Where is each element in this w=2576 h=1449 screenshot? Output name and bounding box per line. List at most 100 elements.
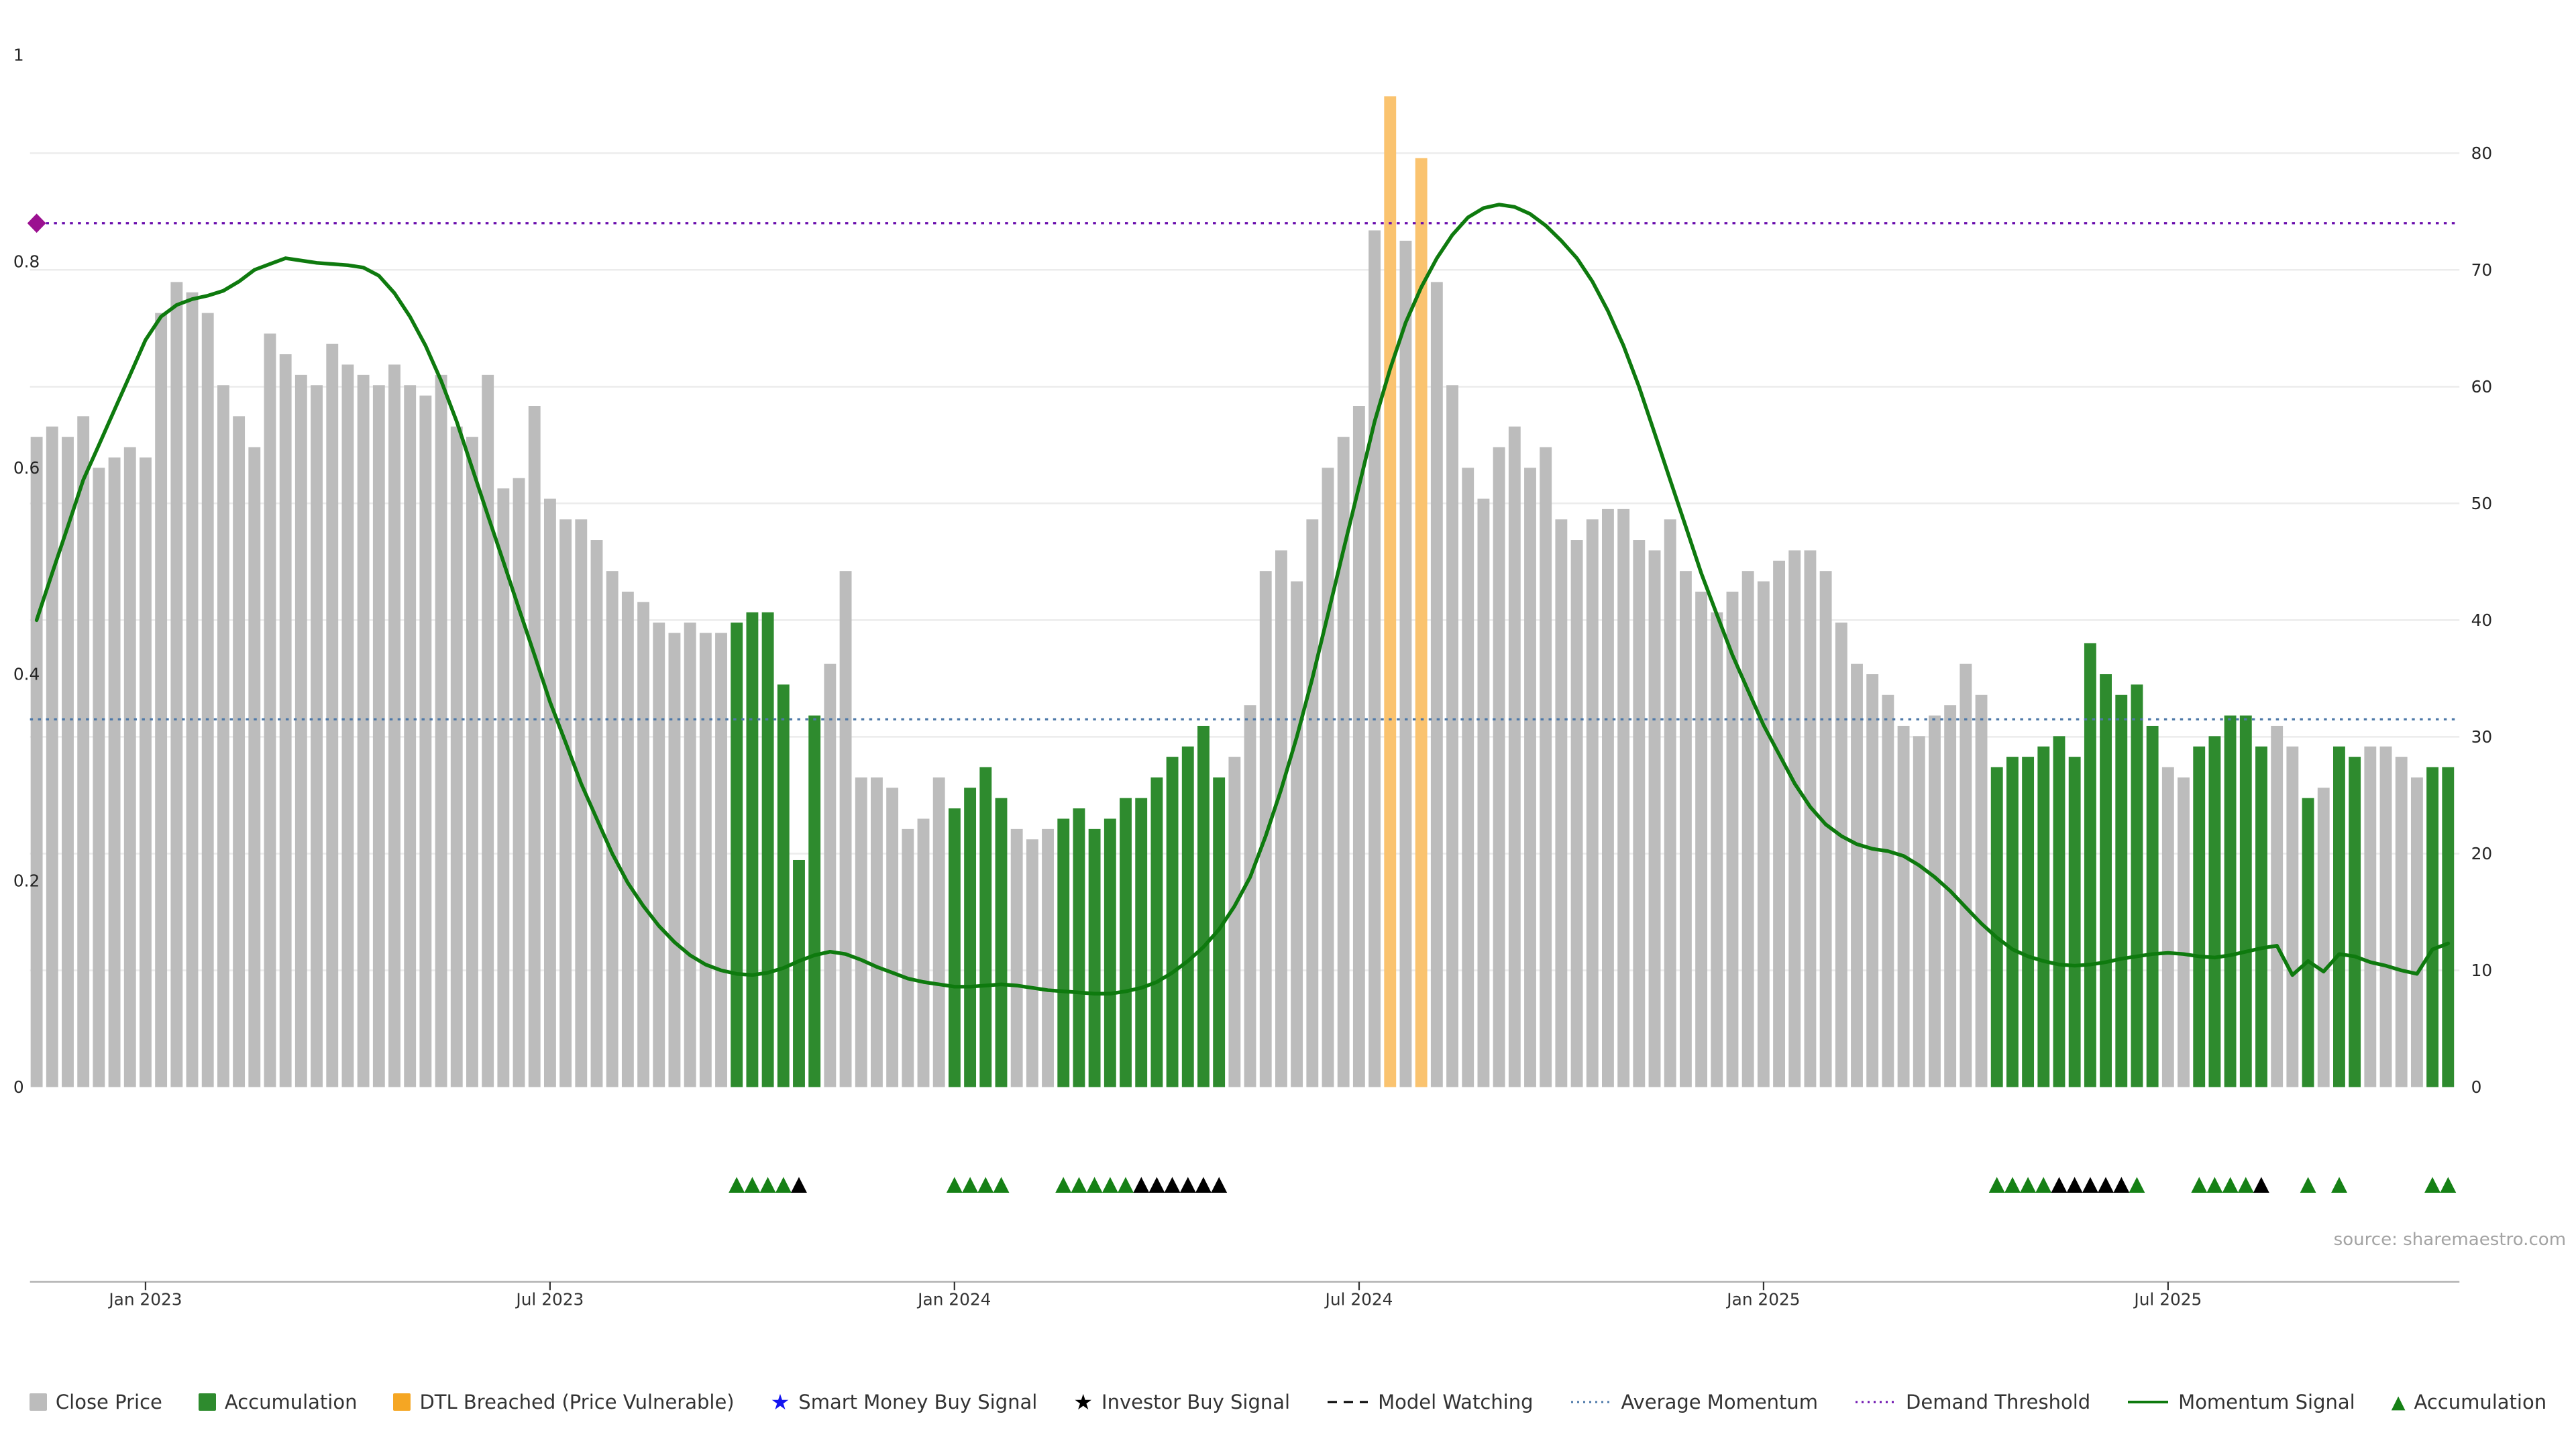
close-price-bar <box>715 633 727 1087</box>
accumulation-marker <box>759 1177 776 1193</box>
accumulation-marker <box>744 1177 761 1193</box>
close-price-bar <box>1399 240 1412 1087</box>
close-price-bar <box>1540 447 1552 1087</box>
accumulation-marker <box>977 1177 994 1193</box>
close-price-bar <box>1430 282 1443 1087</box>
accumulation-marker <box>1118 1177 1134 1193</box>
close-price-bar <box>1524 468 1536 1087</box>
close-price-bar <box>1741 571 1754 1087</box>
close-price-bar <box>684 623 696 1087</box>
close-price-bar <box>372 385 385 1087</box>
accumulation-bar <box>1135 798 1148 1087</box>
close-price-bar <box>1944 705 1957 1087</box>
accumulation-bar <box>2131 684 2143 1087</box>
x-axis-tick-label: Jul 2025 <box>2133 1290 2202 1309</box>
close-price-bar <box>77 416 90 1087</box>
model-watching-dash-icon <box>1328 1401 1368 1403</box>
close-price-bar <box>1337 437 1350 1087</box>
close-price-bar <box>311 385 323 1087</box>
accumulation-marker <box>2035 1177 2052 1193</box>
close-price-bar <box>201 313 214 1087</box>
close-price-bar <box>1648 550 1661 1087</box>
accumulation-marker <box>1102 1177 1118 1193</box>
accumulation-bar <box>2084 643 2096 1087</box>
right-axis-tick-label: 70 <box>2471 260 2493 280</box>
accumulation-bar <box>2239 715 2252 1087</box>
demand-threshold-diamond <box>27 213 46 233</box>
close-price-bar <box>62 437 74 1087</box>
close-price-bar <box>1695 591 1708 1087</box>
legend-label: Accumulation <box>224 1390 358 1413</box>
marker-row <box>729 1177 2457 1193</box>
close-price-bar <box>886 788 899 1087</box>
close-price-bar <box>699 633 712 1087</box>
close-price-bar <box>1835 623 1847 1087</box>
close-price-bar <box>1352 406 1365 1087</box>
investor-buy-marker <box>2051 1177 2068 1193</box>
investor-buy-marker <box>2098 1177 2114 1193</box>
accumulation-bar <box>2006 757 2019 1087</box>
close-price-swatch <box>29 1393 47 1411</box>
accumulation-marker <box>993 1177 1010 1193</box>
right-axis-tick-label: 30 <box>2471 727 2493 747</box>
right-axis-tick-label: 40 <box>2471 610 2493 630</box>
accumulation-marker <box>2424 1177 2440 1193</box>
close-price-bar <box>528 406 541 1087</box>
legend-label: DTL Breached (Price Vulnerable) <box>419 1390 735 1413</box>
close-price-bar <box>1757 581 1770 1087</box>
smart-money-star-icon: ★ <box>770 1389 790 1415</box>
legend-item-dtl-breached-price-vulnerable: DTL Breached (Price Vulnerable) <box>393 1390 735 1413</box>
accumulation-marker <box>775 1177 792 1193</box>
close-price-bar <box>2271 725 2284 1087</box>
legend-item-accumulation: ▲ Accumulation <box>2391 1391 2546 1413</box>
accumulation-bar <box>808 715 821 1087</box>
accumulation-marker <box>2020 1177 2037 1193</box>
investor-buy-marker <box>1211 1177 1228 1193</box>
close-price-bar <box>1633 540 1646 1087</box>
close-price-bar <box>435 374 447 1087</box>
right-axis-tick-label: 10 <box>2471 961 2493 980</box>
investor-buy-marker <box>1164 1177 1181 1193</box>
accumulation-bar <box>1213 777 1226 1087</box>
investor-buy-marker <box>1179 1177 1196 1193</box>
close-price-bar <box>902 828 914 1087</box>
close-price-bar <box>1851 663 1863 1087</box>
accumulation-marker <box>2004 1177 2021 1193</box>
legend-item-momentum-signal: Momentum Signal <box>2127 1392 2355 1412</box>
accumulation-marker <box>946 1177 963 1193</box>
close-price-bar <box>543 498 556 1087</box>
close-price-bar <box>2395 757 2408 1087</box>
close-price-bar <box>1819 571 1832 1087</box>
accumulation-bar <box>2332 746 2345 1087</box>
close-price-bar <box>606 571 619 1087</box>
close-price-bar <box>93 468 105 1087</box>
dtl-breached-swatch <box>393 1393 411 1411</box>
close-price-bar <box>590 540 603 1087</box>
accumulation-triangle-icon: ▲ <box>2391 1391 2406 1413</box>
close-price-bar <box>388 364 400 1087</box>
close-price-bar <box>1010 828 1023 1087</box>
close-price-bar <box>466 437 478 1087</box>
investor-buy-marker <box>2082 1177 2098 1193</box>
source-credit: source: sharemaestro.com <box>2334 1230 2566 1250</box>
left-axis-tick-label: 0.2 <box>13 871 40 890</box>
chart-legend: Close Price Accumulation DTL Breached (Pri… <box>0 1355 2576 1449</box>
close-price-bar <box>1975 694 1988 1087</box>
legend-label: Smart Money Buy Signal <box>798 1390 1038 1413</box>
close-price-bar <box>1291 581 1303 1087</box>
close-price-bar <box>248 447 261 1087</box>
close-price-bar <box>1773 560 1785 1087</box>
left-axis-tick-label: 0.4 <box>13 665 40 684</box>
close-price-bar <box>1275 550 1287 1087</box>
lines-layer <box>27 203 2460 996</box>
accumulation-bar <box>2146 725 2159 1087</box>
close-price-bar <box>326 343 339 1087</box>
close-price-bar <box>294 374 307 1087</box>
legend-item-average-momentum: Average Momentum <box>1570 1392 1818 1412</box>
investor-buy-marker <box>791 1177 807 1193</box>
accumulation-marker <box>2129 1177 2145 1193</box>
legend-label: Investor Buy Signal <box>1102 1390 1291 1413</box>
legend-item-smart-money-buy-signal: ★ Smart Money Buy Signal <box>771 1391 1038 1413</box>
close-price-bar <box>341 364 354 1087</box>
